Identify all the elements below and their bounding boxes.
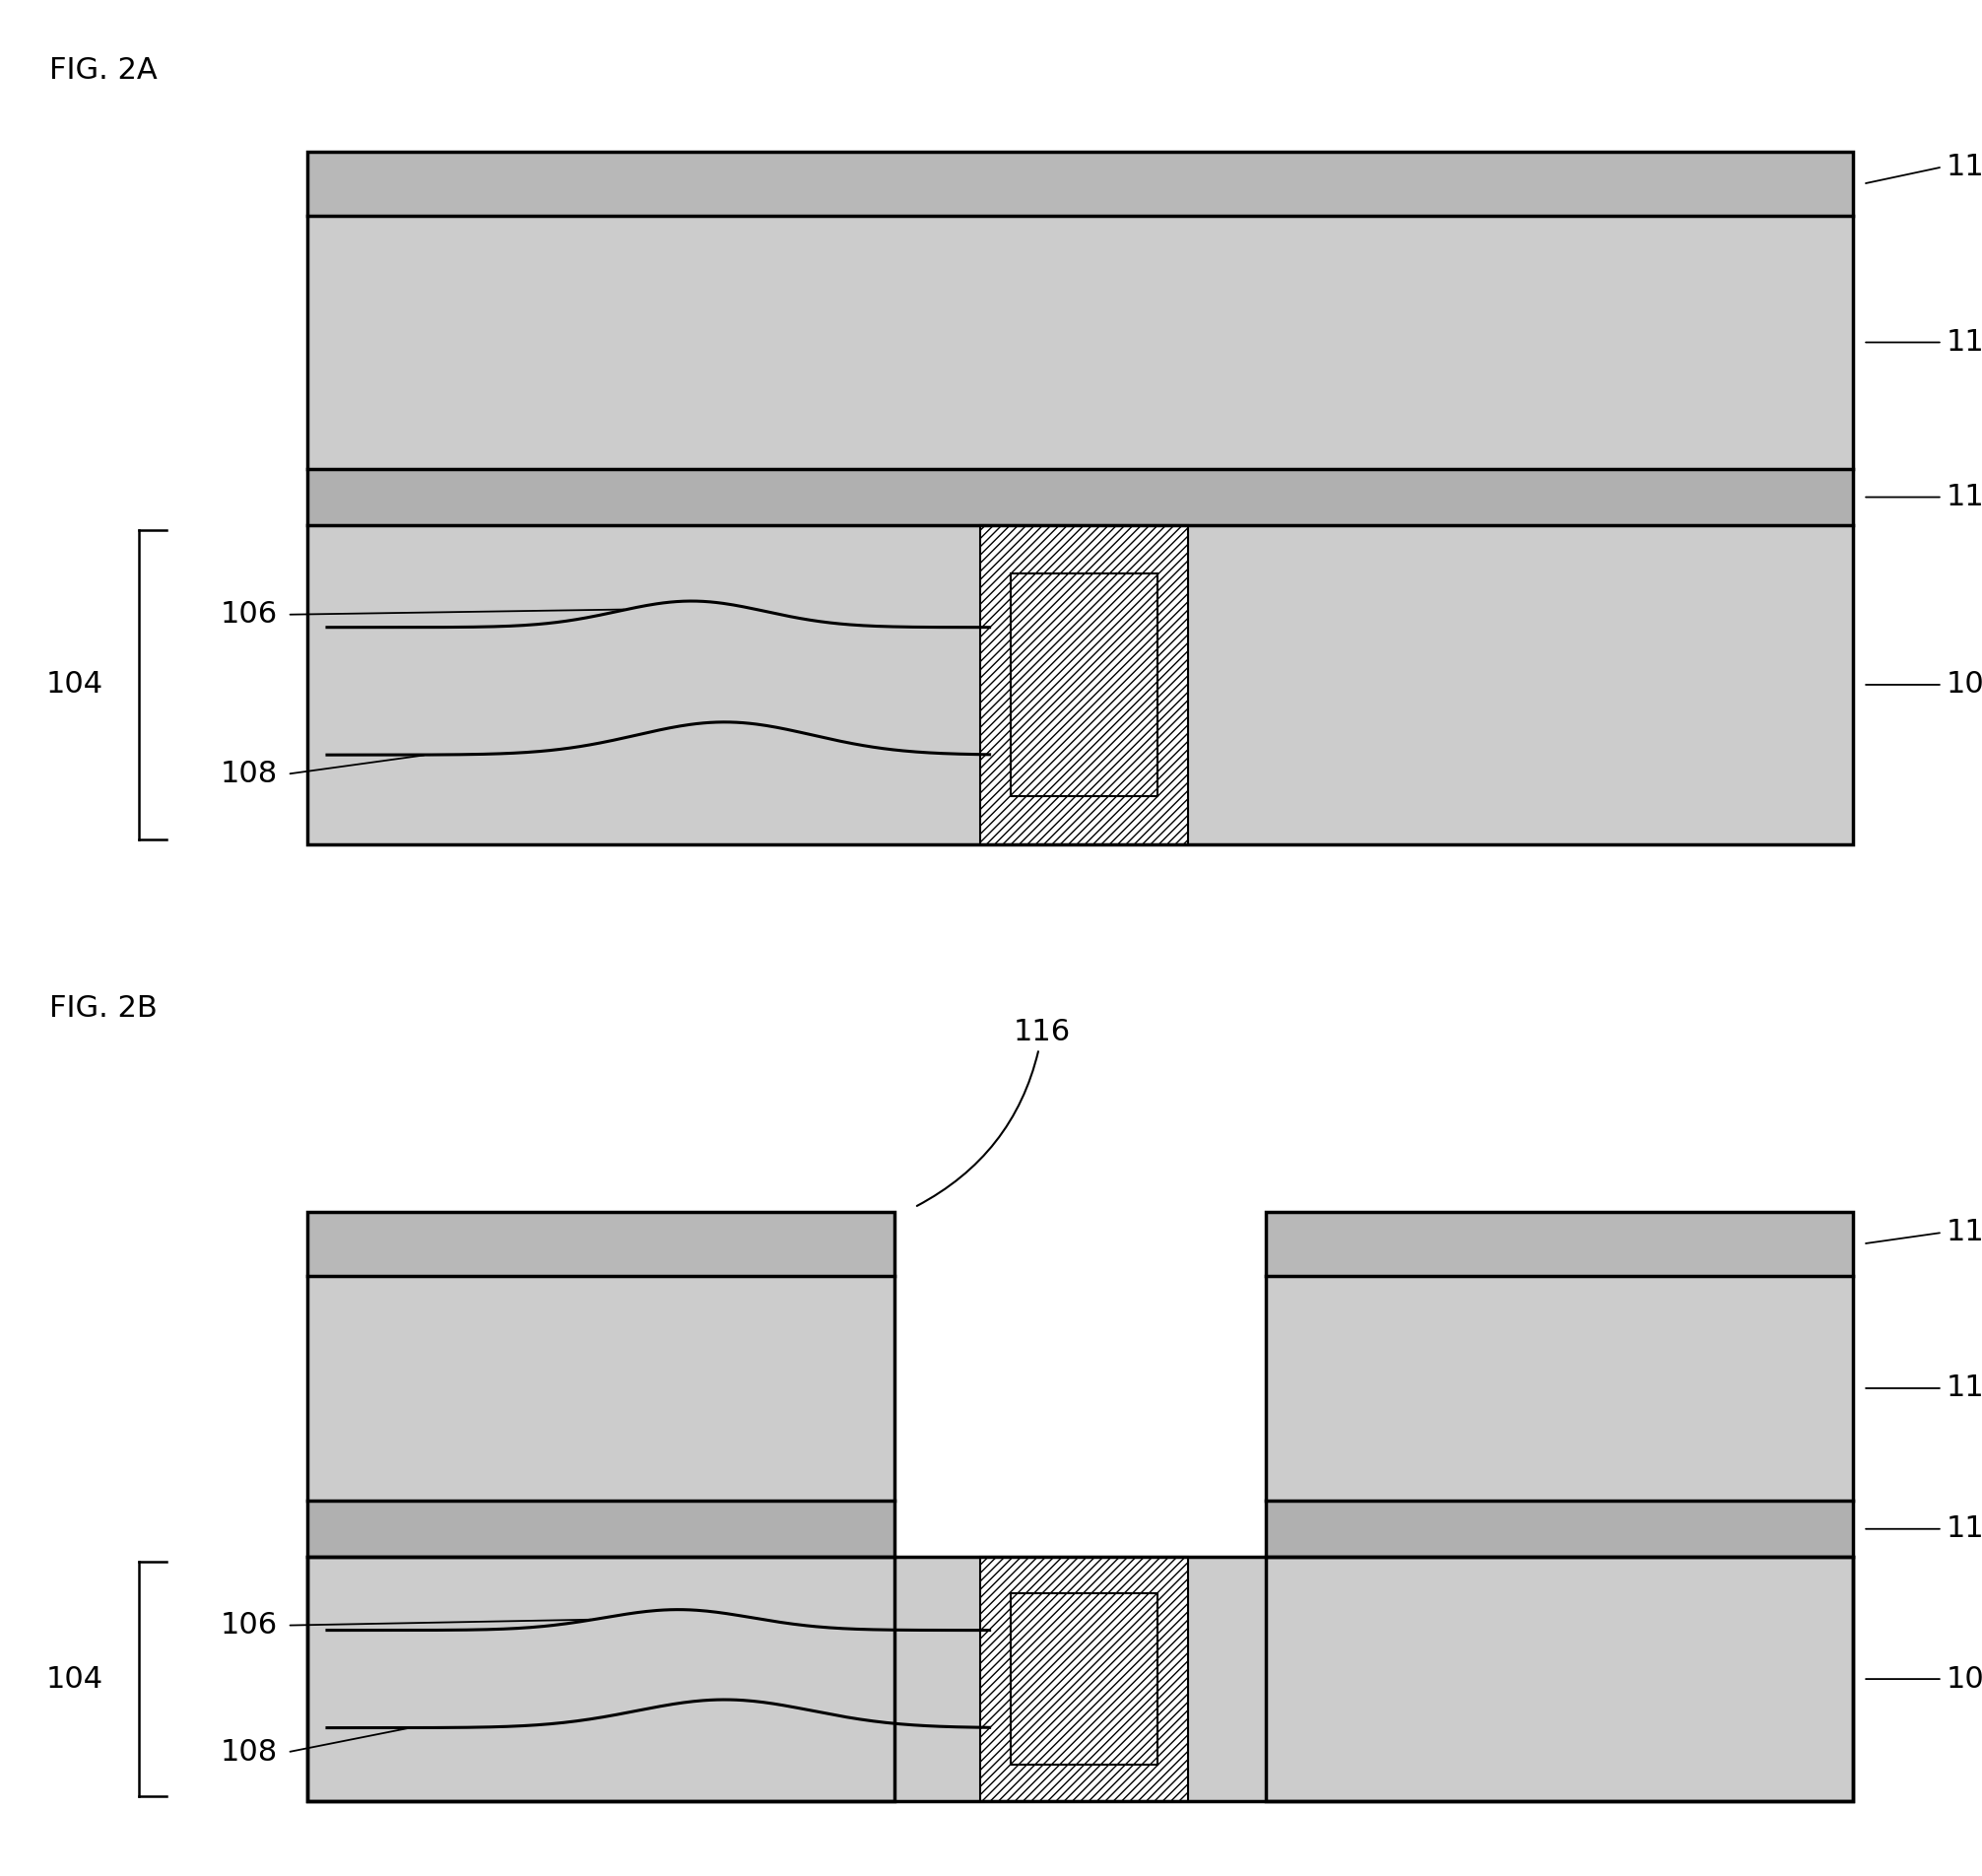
Bar — [1266, 1212, 1853, 1801]
Bar — [1011, 574, 1157, 797]
Text: 116: 116 — [918, 1017, 1070, 1206]
Bar — [979, 525, 1189, 844]
Bar — [1266, 1276, 1853, 1501]
Text: 106: 106 — [220, 600, 277, 628]
Bar — [1266, 1501, 1853, 1557]
Text: 102: 102 — [1946, 1664, 1982, 1694]
Text: 110: 110 — [1946, 1514, 1982, 1544]
Bar — [1011, 1595, 1157, 1763]
Bar — [979, 1557, 1189, 1801]
Bar — [307, 152, 1853, 844]
Bar — [307, 152, 1853, 216]
Bar — [307, 1212, 894, 1276]
Bar — [307, 1276, 894, 1501]
Text: 112: 112 — [1946, 328, 1982, 356]
Text: 106: 106 — [220, 1611, 277, 1640]
Bar — [307, 469, 1853, 525]
Bar — [1266, 1212, 1853, 1276]
Text: 112: 112 — [1946, 1373, 1982, 1403]
Text: 114: 114 — [1946, 1218, 1982, 1248]
Text: 108: 108 — [220, 1737, 277, 1767]
Text: 110: 110 — [1946, 482, 1982, 512]
Text: 104: 104 — [46, 1664, 103, 1694]
Bar — [307, 1557, 1853, 1801]
Bar — [307, 1501, 894, 1557]
Text: FIG. 2A: FIG. 2A — [50, 56, 159, 84]
Bar — [307, 1212, 894, 1801]
Bar — [307, 1557, 1853, 1801]
Text: 108: 108 — [220, 760, 277, 788]
Text: 102: 102 — [1946, 670, 1982, 700]
Text: FIG. 2B: FIG. 2B — [50, 994, 159, 1022]
Text: 114: 114 — [1946, 152, 1982, 182]
Bar — [307, 525, 1853, 844]
Bar — [307, 216, 1853, 469]
Text: 104: 104 — [46, 670, 103, 700]
